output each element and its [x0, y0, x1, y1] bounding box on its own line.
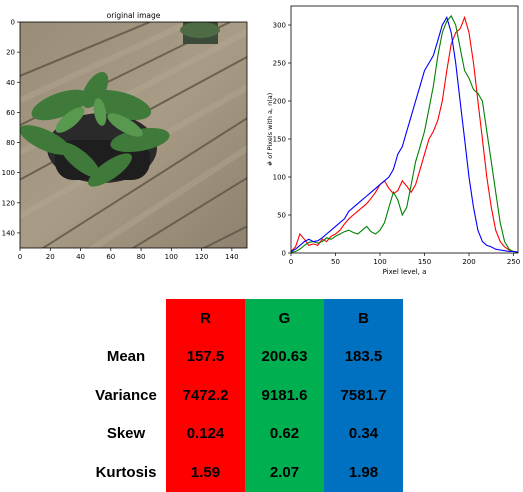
cell-variance-r: 7472.2 [166, 376, 245, 415]
image-y-tick-label: 140 [2, 229, 15, 237]
image-y-tick-label: 100 [2, 169, 15, 177]
histogram-x-tick-label: 50 [331, 258, 340, 266]
stats-header-row: R G B [86, 299, 403, 338]
histogram-y-tick-label: 150 [273, 136, 286, 144]
histogram-x-label: Pixel level, a [383, 268, 427, 276]
image-ticks: 0 20 40 60 80 100 120 140 0 20 40 60 80 100 120 140 [2, 19, 239, 262]
image-title: original image [106, 11, 161, 20]
image-x-tick-label: 20 [46, 253, 55, 261]
histogram-x-tick-label: 200 [462, 258, 475, 266]
cell-skew-r: 0.124 [166, 414, 245, 453]
image-y-tick-label: 0 [11, 19, 15, 27]
cell-skew-b: 0.34 [324, 414, 403, 453]
histogram-y-tick-label: 200 [273, 98, 286, 106]
histogram-y-tick-label: 50 [277, 212, 286, 220]
cell-variance-b: 7581.7 [324, 376, 403, 415]
histogram-ticks: 0 50 100 150 200 250 0 50 100 150 200 250 300 [273, 22, 521, 267]
column-header-b: B [324, 299, 403, 338]
stats-corner [86, 299, 166, 338]
row-label-kurtosis: Kurtosis [86, 453, 166, 492]
row-label-mean: Mean [86, 337, 166, 376]
histogram-series-green [290, 14, 519, 253]
image-y-tick-label: 20 [6, 49, 15, 57]
histogram-chart: 0 50 100 150 200 250 0 50 100 150 200 250 300 Pixel … [266, 5, 521, 276]
histogram-x-tick-label: 100 [373, 258, 386, 266]
image-axes: 0 20 40 60 80 100 120 140 0 20 40 60 80 100 120 140 [2, 19, 248, 262]
image-x-tick-label: 0 [18, 253, 22, 261]
image-y-tick-label: 60 [6, 109, 15, 117]
image-x-tick-label: 80 [137, 253, 146, 261]
image-y-tick-label: 80 [6, 139, 15, 147]
cell-kurtosis-b: 1.98 [324, 453, 403, 492]
histogram-x-tick-label: 150 [418, 258, 431, 266]
histogram-lines [290, 14, 519, 253]
histogram-frame [290, 5, 519, 254]
stats-table: R G B Mean 157.5 200.63 183.5 Variance 7… [86, 299, 403, 492]
cell-kurtosis-r: 1.59 [166, 453, 245, 492]
stats-row-kurtosis: Kurtosis 1.59 2.07 1.98 [86, 453, 403, 492]
row-label-variance: Variance [86, 376, 166, 415]
image-x-tick-label: 40 [76, 253, 85, 261]
cell-kurtosis-g: 2.07 [245, 453, 324, 492]
cell-variance-g: 9181.6 [245, 376, 324, 415]
histogram-series-blue [290, 16, 519, 253]
cell-mean-r: 157.5 [166, 337, 245, 376]
histogram-y-label: # of Pixels with a, n(a) [266, 93, 274, 166]
histogram-series-red [290, 15, 519, 253]
stats-row-mean: Mean 157.5 200.63 183.5 [86, 337, 403, 376]
image-y-tick-label: 40 [6, 79, 15, 87]
cell-mean-b: 183.5 [324, 337, 403, 376]
photo [20, 22, 247, 248]
image-y-tick-label: 120 [2, 199, 15, 207]
row-label-skew: Skew [86, 414, 166, 453]
image-x-tick-label: 100 [165, 253, 178, 261]
column-header-g: G [245, 299, 324, 338]
histogram-panel: 0 50 100 150 200 250 0 50 100 150 200 250 300 Pixel … [262, 0, 523, 290]
cell-skew-g: 0.62 [245, 414, 324, 453]
histogram-y-tick-label: 100 [273, 174, 286, 182]
histogram-y-tick-label: 0 [282, 250, 286, 258]
image-x-tick-label: 120 [195, 253, 208, 261]
histogram-y-tick-label: 300 [273, 22, 286, 30]
cell-mean-g: 200.63 [245, 337, 324, 376]
histogram-x-tick-label: 250 [507, 258, 520, 266]
image-x-tick-label: 60 [106, 253, 115, 261]
original-image-panel: original image [0, 0, 260, 270]
stats-row-skew: Skew 0.124 0.62 0.34 [86, 414, 403, 453]
histogram-x-tick-label: 0 [289, 258, 293, 266]
column-header-r: R [166, 299, 245, 338]
histogram-y-tick-label: 250 [273, 60, 286, 68]
stats-row-variance: Variance 7472.2 9181.6 7581.7 [86, 376, 403, 415]
image-x-tick-label: 140 [225, 253, 238, 261]
